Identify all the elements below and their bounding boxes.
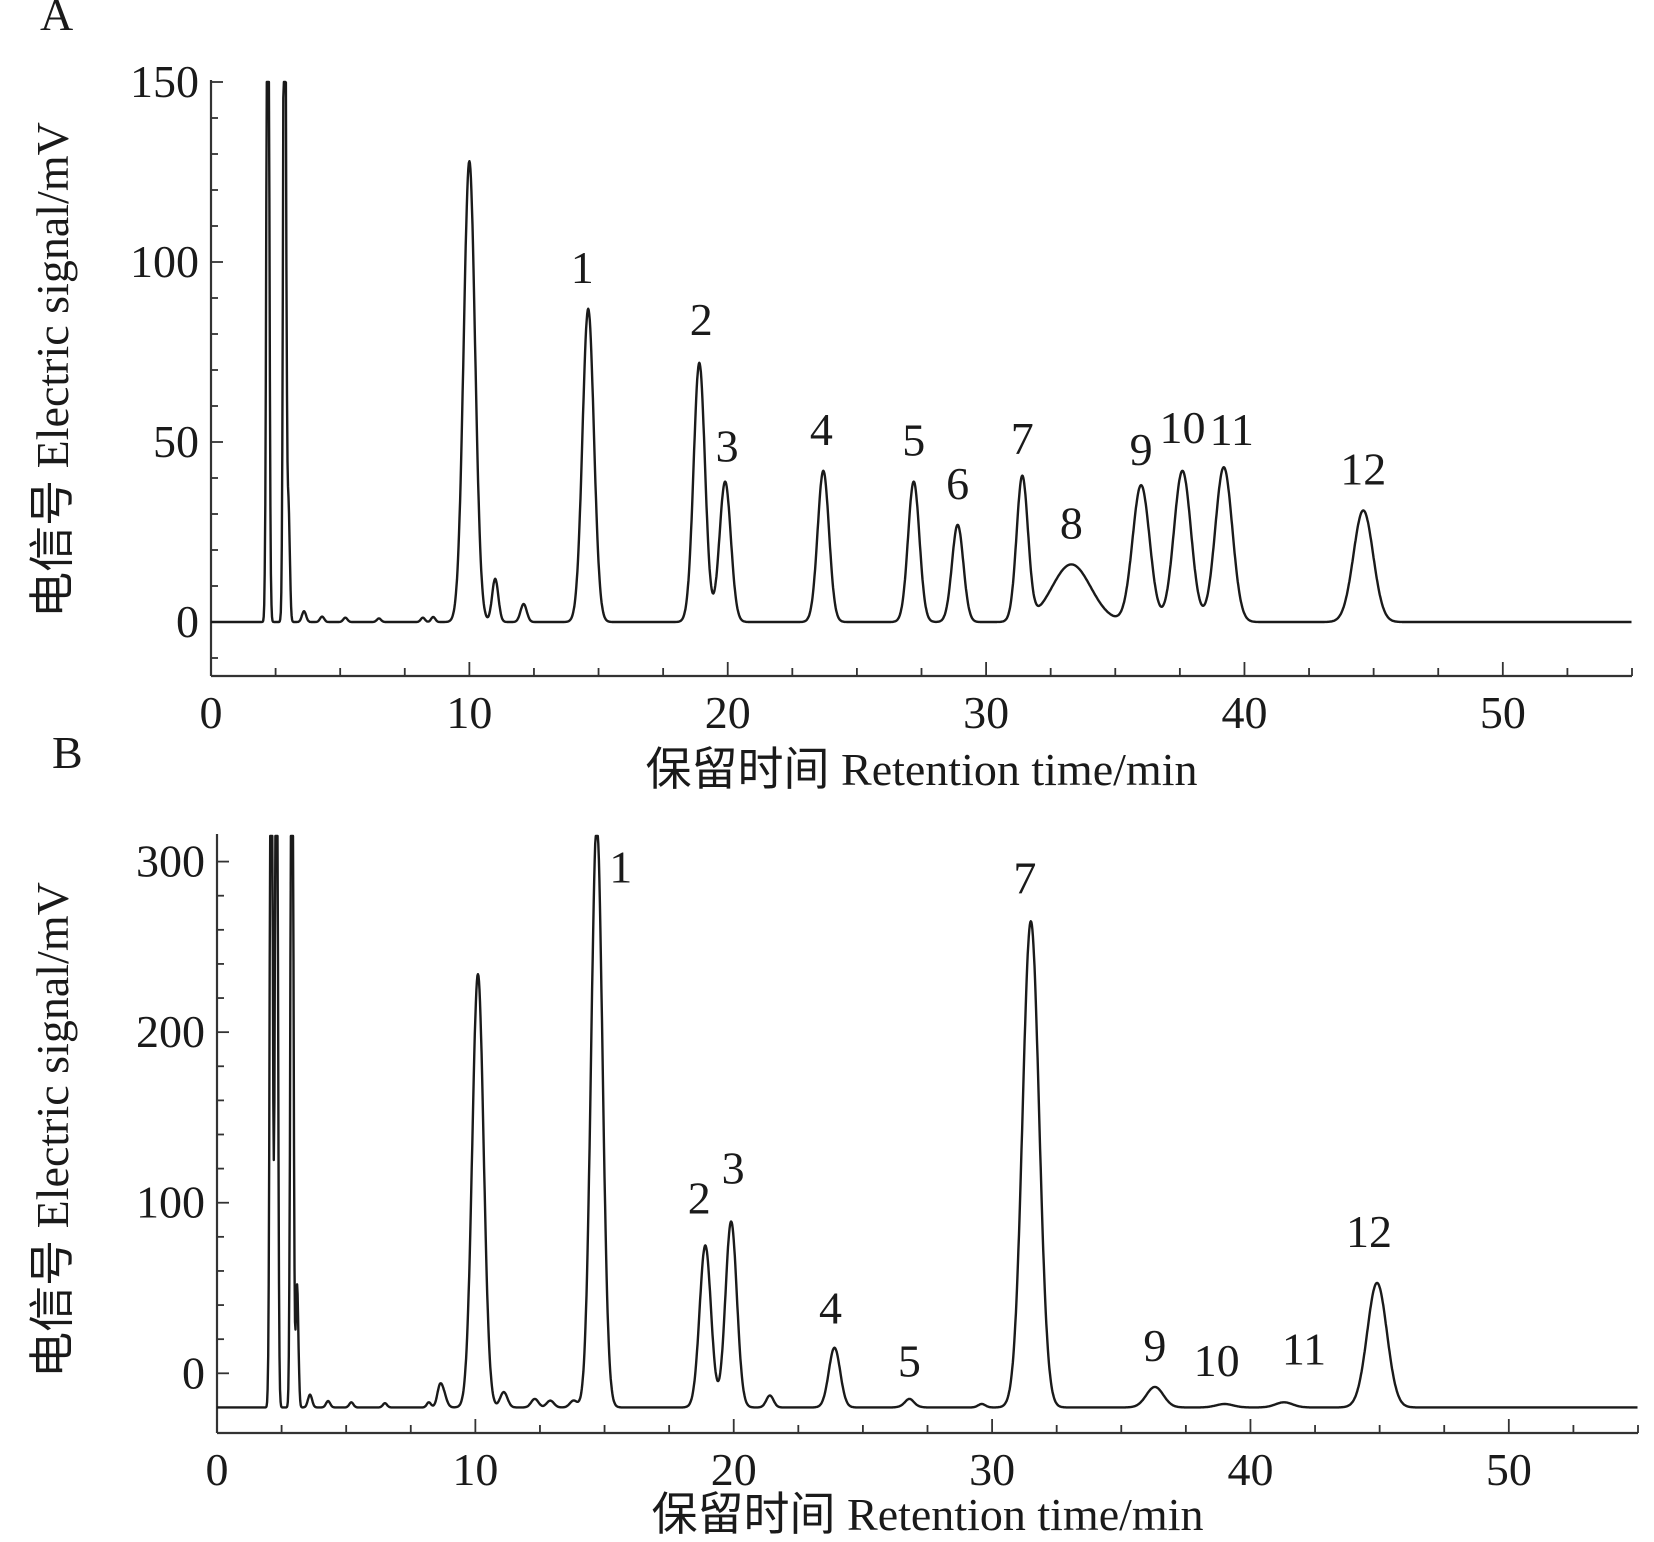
peak-label-5: 5 [898, 1335, 921, 1386]
peak-label-11: 11 [1210, 404, 1254, 455]
peak-label-12: 12 [1340, 443, 1386, 494]
y-tick-label: 100 [136, 1177, 205, 1228]
panel-b: B 0 10 20 30 40 50 0 100 200 300 保留时间 Retention tim… [27, 727, 1639, 1540]
x-tick-label: 10 [446, 687, 492, 738]
chromatogram-trace [216, 834, 1639, 1409]
peak-label-8: 8 [1060, 497, 1083, 548]
peak-label-7: 7 [1011, 413, 1034, 464]
x-tick-label: 10 [452, 1444, 498, 1495]
panel-a: A 0 10 20 30 40 50 0 50 100 150 保留时间 Retention time… [27, 0, 1633, 795]
y-tick-label: 0 [176, 596, 199, 647]
peak-label-10: 10 [1194, 1335, 1240, 1386]
peak-label-4: 4 [810, 404, 833, 455]
x-tick-label: 40 [1221, 687, 1267, 738]
y-tick-label: 50 [153, 416, 199, 467]
y-tick-label: 0 [182, 1347, 205, 1398]
y-tick-label: 200 [136, 1006, 205, 1057]
peak-label-9: 9 [1130, 424, 1153, 475]
peak-label-3: 3 [716, 421, 739, 472]
x-axis-title: 保留时间 Retention time/min [652, 1489, 1204, 1540]
x-tick-label: 50 [1480, 687, 1526, 738]
x-tick-label: 20 [705, 687, 751, 738]
peak-label-9: 9 [1143, 1320, 1166, 1371]
y-tick-label: 100 [130, 236, 199, 287]
y-tick-label: 150 [130, 56, 199, 107]
y-tick-label: 300 [136, 836, 205, 887]
peak-label-4: 4 [819, 1283, 842, 1334]
x-tick-label: 0 [200, 687, 223, 738]
peak-label-1: 1 [609, 841, 632, 892]
peak-label-5: 5 [902, 415, 925, 466]
x-tick-label: 20 [711, 1444, 757, 1495]
y-axis-title: 电信号 Electric signal/mV [27, 882, 78, 1378]
peak-label-1: 1 [571, 242, 594, 293]
x-tick-label: 30 [963, 687, 1009, 738]
peak-label-7: 7 [1013, 852, 1036, 903]
peak-label-2: 2 [690, 294, 713, 345]
peak-label-2: 2 [688, 1172, 711, 1223]
peak-label-3: 3 [722, 1142, 745, 1193]
y-axis-title: 电信号 Electric signal/mV [27, 122, 78, 618]
x-tick-label: 50 [1486, 1444, 1532, 1495]
x-tick-label: 40 [1227, 1444, 1273, 1495]
peak-label-12: 12 [1346, 1206, 1392, 1257]
chromatogram-trace [210, 80, 1633, 624]
panel-letter: A [40, 0, 73, 40]
peak-label-6: 6 [946, 458, 969, 509]
panel-letter: B [52, 727, 83, 778]
x-axis-title: 保留时间 Retention time/min [646, 744, 1198, 795]
peak-label-10: 10 [1159, 402, 1205, 453]
x-tick-label: 0 [206, 1444, 229, 1495]
x-tick-label: 30 [969, 1444, 1015, 1495]
peak-label-11: 11 [1282, 1323, 1326, 1374]
